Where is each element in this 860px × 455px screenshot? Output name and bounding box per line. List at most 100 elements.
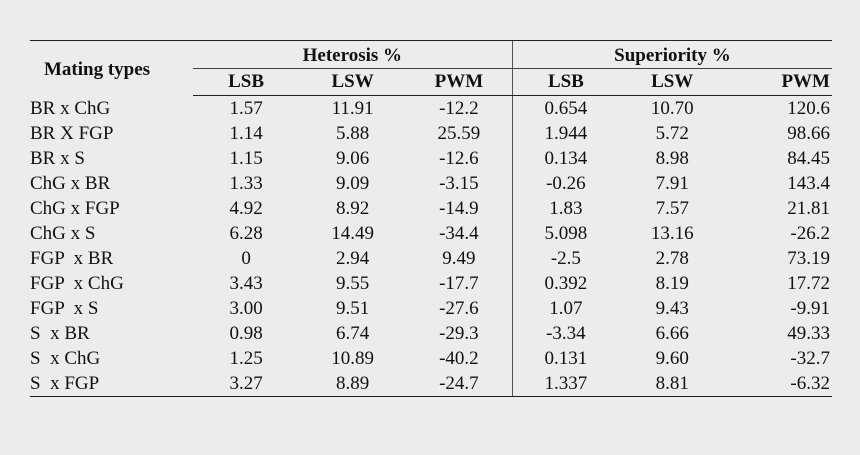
table-row: S x ChG 1.25 10.89 -40.2 0.131 9.60 -32.7 <box>30 346 832 371</box>
mating-type-cell: BR x S <box>30 148 85 169</box>
value-cell: 1.83 <box>511 196 619 221</box>
value-cell: 7.91 <box>655 173 689 194</box>
value-cell: -0.26 <box>511 171 619 196</box>
value-cell: 6.66 <box>655 323 689 344</box>
value-cell: 10.70 <box>650 98 694 119</box>
value-cell: -27.6 <box>439 298 479 319</box>
value-cell: 0.131 <box>511 346 619 371</box>
table-row: FGP x BR 0 2.94 9.49 -2.5 2.78 73.19 <box>30 246 832 271</box>
value-cell: 2.78 <box>655 248 689 269</box>
value-cell: 9.49 <box>442 248 476 269</box>
value-cell: -6.32 <box>725 371 832 397</box>
mating-type-cell: FGP x S <box>30 298 99 319</box>
mating-type-cell: S x BR <box>30 323 90 344</box>
table-row: ChG x BR 1.33 9.09 -3.15 -0.26 7.91 143.4 <box>30 171 832 196</box>
mating-type-cell: FGP x BR <box>30 248 114 269</box>
value-cell: 5.098 <box>511 221 619 246</box>
value-cell: 9.43 <box>655 298 689 319</box>
value-cell: -26.2 <box>790 223 830 244</box>
column-header-row: LSB LSW PWM LSB LSW PWM <box>30 68 832 96</box>
column-header: LSW <box>299 68 406 96</box>
column-header: LSB <box>192 68 300 96</box>
value-cell: 3.43 <box>229 273 263 294</box>
value-cell: 25.59 <box>437 123 481 144</box>
value-cell: 143.4 <box>787 173 830 194</box>
table-row: BR x S 1.15 9.06 -12.6 0.134 8.98 84.45 <box>30 146 832 171</box>
table-row: ChG x S 6.28 14.49 -34.4 5.098 13.16 -26.2 <box>30 221 832 246</box>
value-cell: 11.91 <box>331 98 374 119</box>
value-cell: 0.654 <box>511 95 619 121</box>
value-cell: 3.27 <box>192 371 300 397</box>
value-cell: 1.57 <box>229 98 263 119</box>
value-cell: 8.92 <box>335 198 370 219</box>
value-cell: 0.98 <box>229 323 263 344</box>
value-cell: 8.89 <box>299 371 406 397</box>
value-cell: 0 <box>241 248 251 269</box>
column-header: LSB <box>511 68 619 96</box>
value-cell: -12.2 <box>439 98 479 119</box>
value-cell: 8.19 <box>655 273 689 294</box>
value-cell: 1.944 <box>511 121 619 146</box>
value-cell: 73.19 <box>787 248 830 269</box>
table-row: FGP x S 3.00 9.51 -27.6 1.07 9.43 -9.91 <box>30 296 832 321</box>
table-row: S x BR 0.98 6.74 -29.3 -3.34 6.66 49.33 <box>30 321 832 346</box>
mating-type-cell: ChG x S <box>30 223 96 244</box>
mating-type-cell: ChG x BR <box>30 173 111 194</box>
value-cell: 5.88 <box>335 123 370 144</box>
value-cell: 9.51 <box>335 298 370 319</box>
value-cell: -17.7 <box>439 273 479 294</box>
value-cell: 21.81 <box>787 198 830 219</box>
value-cell: 2.94 <box>335 248 370 269</box>
table-row: S x FGP 3.27 8.89 -24.7 1.337 8.81 -6.32 <box>30 371 832 397</box>
mating-type-cell: S x ChG <box>30 348 101 369</box>
value-cell: -12.6 <box>439 148 479 169</box>
value-cell: 98.66 <box>787 123 830 144</box>
value-cell: 3.00 <box>229 298 263 319</box>
value-cell: -40.2 <box>439 348 479 369</box>
mating-type-cell: ChG x FGP <box>30 198 120 219</box>
value-cell: 0.134 <box>511 146 619 171</box>
table-row: FGP x ChG 3.43 9.55 -17.7 0.392 8.19 17.72 <box>30 271 832 296</box>
group-header-heterosis: Heterosis % <box>192 40 513 69</box>
column-header: PWM <box>725 68 832 96</box>
value-cell: 17.72 <box>787 273 830 294</box>
value-cell: -3.34 <box>511 321 619 346</box>
value-cell: 13.16 <box>650 223 694 244</box>
value-cell: 1.15 <box>229 148 263 169</box>
value-cell: 14.49 <box>331 223 374 244</box>
value-cell: -32.7 <box>790 348 830 369</box>
value-cell: -34.4 <box>439 223 479 244</box>
value-cell: 1.337 <box>511 371 619 397</box>
mating-type-cell: BR X FGP <box>30 123 114 144</box>
value-cell: -3.15 <box>439 173 479 194</box>
value-cell: 5.72 <box>655 123 689 144</box>
value-cell: 0.392 <box>511 271 619 296</box>
value-cell: 1.07 <box>511 296 619 321</box>
value-cell: 7.57 <box>655 198 689 219</box>
group-header-row: Mating types Heterosis % Superiority % <box>30 40 832 96</box>
group-header-superiority: Superiority % <box>511 40 832 69</box>
value-cell: 49.33 <box>787 323 830 344</box>
data-table: Mating types Heterosis % Superiority % L… <box>30 40 832 397</box>
table-row: BR X FGP 1.14 5.88 25.59 1.944 5.72 98.66 <box>30 121 832 146</box>
mating-type-cell: FGP x ChG <box>30 273 124 294</box>
value-cell: 9.60 <box>655 348 689 369</box>
value-cell: 84.45 <box>787 148 830 169</box>
value-cell: -14.9 <box>439 198 479 219</box>
value-cell: 8.81 <box>618 371 726 397</box>
table-row: BR x ChG 1.57 11.91 -12.2 0.654 10.70 120.6 <box>30 95 832 121</box>
row-header-mating-types: Mating types <box>30 40 193 96</box>
value-cell: -24.7 <box>405 371 513 397</box>
value-cell: 1.14 <box>229 123 263 144</box>
value-cell: 6.28 <box>229 223 263 244</box>
mating-type-cell: BR x ChG <box>30 97 111 119</box>
value-cell: -9.91 <box>790 298 830 319</box>
value-cell: 120.6 <box>787 98 830 119</box>
value-cell: 1.33 <box>229 173 263 194</box>
value-cell: 8.98 <box>655 148 689 169</box>
value-cell: 6.74 <box>335 323 370 344</box>
table-row: ChG x FGP 4.92 8.92 -14.9 1.83 7.57 21.81 <box>30 196 832 221</box>
column-header: LSW <box>618 68 726 96</box>
column-header: PWM <box>405 68 513 96</box>
